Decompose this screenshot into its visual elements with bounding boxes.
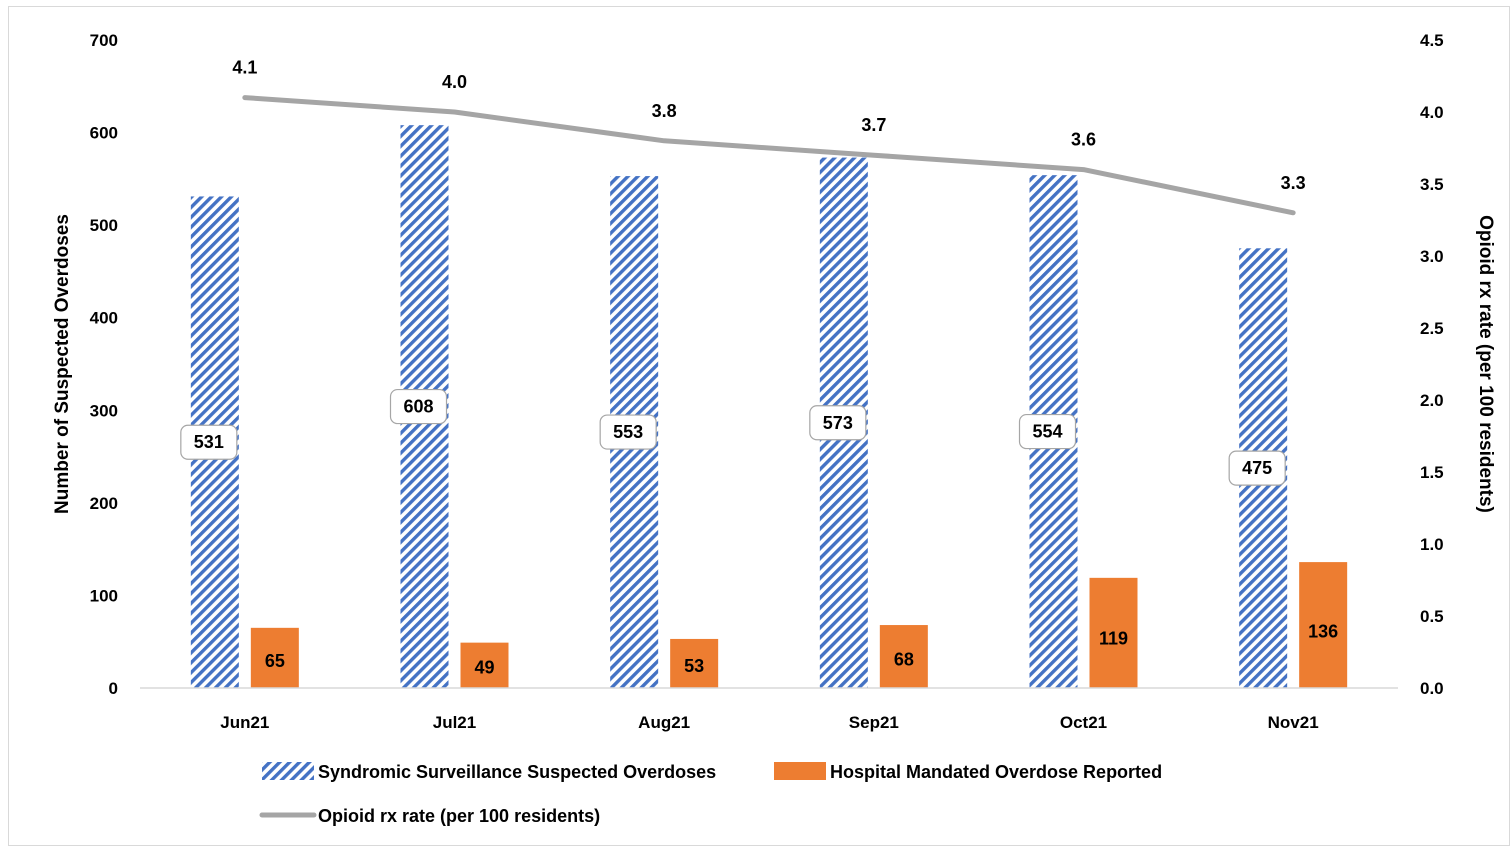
hospital-data-label: 65: [265, 651, 285, 671]
hospital-data-label: 136: [1308, 621, 1338, 641]
y2-tick-label: 3.5: [1420, 175, 1444, 194]
hospital-data-label: 68: [894, 650, 914, 670]
syndromic-label-box: [809, 405, 867, 441]
legend-swatch-syndromic: [262, 762, 314, 780]
hospital-bar: [670, 638, 719, 688]
opioid-rate-label: 3.7: [861, 115, 886, 135]
legend-label-hospital: Hospital Mandated Overdose Reported: [830, 762, 1162, 782]
hospital-bar: [1299, 562, 1348, 688]
y2-tick-label: 2.0: [1420, 391, 1444, 410]
x-tick-label: Jun21: [220, 713, 269, 732]
y2-tick-label: 2.5: [1420, 319, 1444, 338]
x-tick-label: Nov21: [1268, 713, 1319, 732]
syndromic-label-box: [389, 388, 448, 425]
syndromic-data-label: 554: [1032, 422, 1062, 442]
y2-tick-label: 1.0: [1420, 535, 1444, 554]
hospital-data-label: 119: [1099, 628, 1128, 648]
syndromic-data-label: 573: [823, 413, 853, 433]
syndromic-data-label: 608: [403, 397, 433, 417]
y-tick-label: 600: [90, 124, 118, 143]
hospital-bar: [250, 627, 299, 688]
legend-swatch-hospital: [774, 762, 826, 780]
hospital-bar: [1089, 577, 1138, 688]
y-tick-label: 500: [90, 216, 118, 235]
x-tick-label: Oct21: [1060, 713, 1107, 732]
syndromic-data-label: 475: [1242, 458, 1272, 478]
opioid-rate-label: 3.6: [1071, 130, 1096, 150]
hospital-bar: [460, 642, 509, 688]
opioid-rate-label: 4.1: [232, 58, 257, 78]
opioid-rate-label: 3.8: [652, 101, 677, 121]
y2-tick-label: 4.0: [1420, 103, 1444, 122]
y-tick-label: 0: [109, 679, 118, 698]
hospital-data-label: 53: [684, 656, 704, 676]
x-tick-label: Aug21: [638, 713, 690, 732]
syndromic-label-box: [180, 424, 238, 460]
legend-label-opioid: Opioid rx rate (per 100 residents): [318, 806, 600, 826]
y-tick-label: 400: [90, 309, 118, 328]
y2-tick-label: 0.0: [1420, 679, 1444, 698]
hospital-data-label: 49: [474, 658, 494, 678]
syndromic-data-label: 531: [194, 432, 224, 452]
x-tick-label: Jul21: [433, 713, 476, 732]
y2-tick-label: 1.5: [1420, 463, 1444, 482]
syndromic-label-box: [1228, 450, 1286, 486]
syndromic-data-label: 553: [613, 422, 643, 442]
syndromic-label-box: [599, 414, 657, 450]
opioid-rate-label: 4.0: [442, 72, 467, 92]
y2-axis-title: Opioid rx rate (per 100 residents): [1475, 215, 1496, 513]
opioid-rate-line: [242, 95, 1296, 216]
y-tick-label: 100: [90, 586, 118, 605]
y-axis-title: Number of Suspected Overdoses: [52, 214, 73, 514]
y2-tick-label: 3.0: [1420, 247, 1444, 266]
y2-tick-label: 4.5: [1420, 31, 1444, 50]
y-tick-label: 300: [90, 401, 118, 420]
y-tick-label: 200: [90, 494, 118, 513]
y-tick-label: 700: [90, 31, 118, 50]
opioid-rate-label: 3.3: [1281, 173, 1306, 193]
hospital-bar: [879, 625, 928, 688]
x-tick-label: Sep21: [849, 713, 899, 732]
y2-tick-label: 0.5: [1420, 607, 1444, 626]
legend-label-syndromic: Syndromic Surveillance Suspected Overdos…: [318, 762, 716, 782]
syndromic-label-box: [1018, 413, 1077, 450]
